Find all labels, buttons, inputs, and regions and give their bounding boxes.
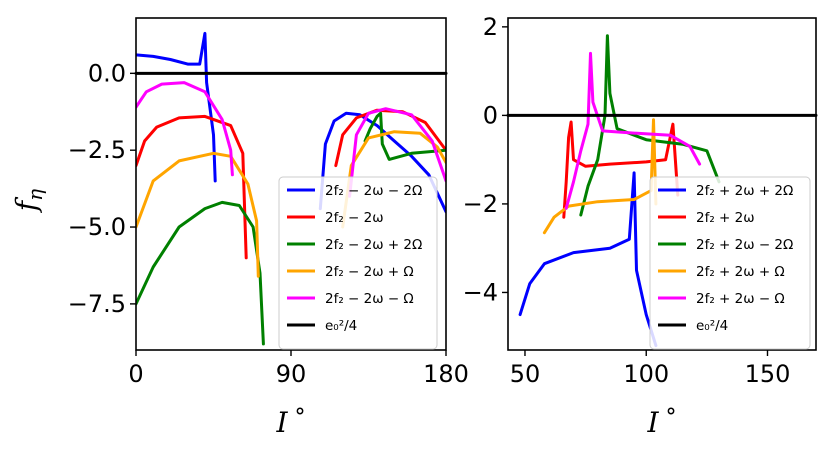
legend-label: 2f₂ − 2ω − 2Ω xyxy=(325,183,422,199)
legend-label: e₀²/4 xyxy=(696,318,728,334)
x-tick-label: 90 xyxy=(276,360,307,388)
series-line-4-b xyxy=(341,130,446,229)
series-line-1-b xyxy=(318,111,446,214)
right-series-group xyxy=(518,34,721,348)
y-tick-label: −5.0 xyxy=(68,213,126,241)
series-line-4 xyxy=(136,151,260,278)
series-line-5 xyxy=(564,51,702,210)
y-tick-label: 2 xyxy=(483,13,498,41)
series-line-1 xyxy=(518,171,658,348)
series-line-5-b xyxy=(348,107,446,198)
left-panel: 0 90 180 0.0 −2.5 −5.0 −7.5 fη I ° 2f₂ − 2ω − … xyxy=(10,17,469,439)
x-tick-label: 100 xyxy=(623,360,669,388)
y-tick-label: −4 xyxy=(463,278,498,306)
x-tick-label: 50 xyxy=(510,360,541,388)
y-tick-label: 0.0 xyxy=(88,59,126,87)
legend-label: e₀²/4 xyxy=(325,318,357,334)
left-x-axis-label: I ° xyxy=(275,405,305,439)
right-legend-entries: 2f₂ + 2ω + 2Ω 2f₂ + 2ω 2f₂ + 2ω − 2Ω 2f₂ + … xyxy=(658,183,793,334)
y-tick-label: −2.5 xyxy=(68,136,126,164)
legend-label: 2f₂ − 2ω − Ω xyxy=(325,291,414,307)
y-tick-label: 0 xyxy=(483,101,498,129)
legend-label: 2f₂ − 2ω + 2Ω xyxy=(325,237,422,253)
legend-label: 2f₂ + 2ω − 2Ω xyxy=(696,237,793,253)
x-tick-label: 0 xyxy=(128,360,143,388)
x-tick-label: 150 xyxy=(745,360,791,388)
series-line-1 xyxy=(136,31,217,183)
series-line-5 xyxy=(136,81,234,177)
series-line-2 xyxy=(136,114,248,260)
legend-label: 2f₂ − 2ω + Ω xyxy=(325,264,414,280)
right-legend: 2f₂ + 2ω + 2Ω 2f₂ + 2ω 2f₂ + 2ω − 2Ω 2f₂ + … xyxy=(649,176,811,350)
legend-label: 2f₂ + 2ω + 2Ω xyxy=(696,183,793,199)
legend-label: 2f₂ + 2ω + Ω xyxy=(696,264,785,280)
right-axes-frame xyxy=(507,17,817,351)
series-line-3-b xyxy=(363,111,446,161)
series-line-4 xyxy=(542,118,658,235)
right-legend-box xyxy=(649,176,811,350)
legend-label: 2f₂ − 2ω xyxy=(325,210,384,226)
right-ticks: 50 100 150 2 0 −2 −4 xyxy=(463,13,791,388)
left-series-group xyxy=(136,31,446,346)
left-y-axis-label: fη xyxy=(10,189,47,213)
left-ticks: 0 90 180 0.0 −2.5 −5.0 −7.5 xyxy=(68,59,469,388)
legend-label: 2f₂ + 2ω − Ω xyxy=(696,291,785,307)
right-x-axis-label: I ° xyxy=(646,405,676,439)
y-tick-label: −2 xyxy=(463,190,498,218)
y-tick-label: −7.5 xyxy=(68,290,126,318)
left-legend-box xyxy=(278,176,438,350)
legend-label: 2f₂ + 2ω xyxy=(696,210,755,226)
x-tick-label: 180 xyxy=(423,360,469,388)
series-line-2 xyxy=(562,120,680,219)
left-legend-entries: 2f₂ − 2ω − 2Ω 2f₂ − 2ω 2f₂ − 2ω + 2Ω 2f₂ − … xyxy=(287,183,422,334)
left-legend: 2f₂ − 2ω − 2Ω 2f₂ − 2ω 2f₂ − 2ω + 2Ω 2f₂ − … xyxy=(278,176,438,350)
